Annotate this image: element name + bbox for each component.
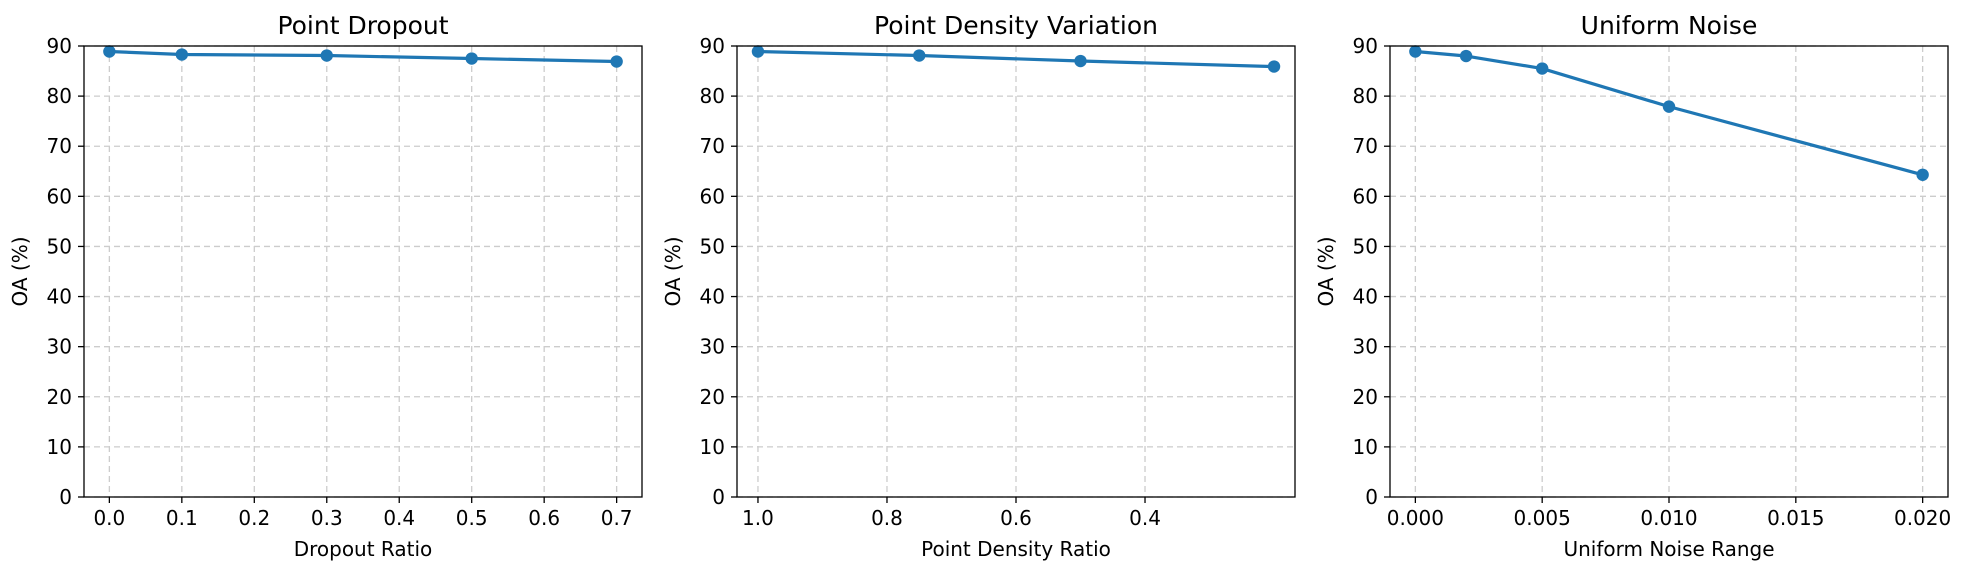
data-point: [1409, 45, 1422, 58]
y-tick-label: 70: [1353, 134, 1378, 158]
x-tick-label: 0.6: [1000, 506, 1032, 530]
y-tick-label: 0: [59, 485, 72, 509]
y-tick-label: 70: [47, 134, 72, 158]
x-tick-label: 0.4: [383, 506, 415, 530]
data-point: [751, 45, 765, 58]
y-tick-label: 40: [700, 285, 725, 309]
y-tick-label: 50: [47, 234, 72, 258]
x-tick-label: 0.2: [238, 506, 270, 530]
x-tick-label: 0.005: [1514, 506, 1571, 530]
data-point: [1267, 60, 1281, 73]
x-axis-label: Dropout Ratio: [294, 537, 433, 561]
y-tick-label: 10: [700, 435, 725, 459]
x-axis-label: Point Density Ratio: [921, 537, 1111, 561]
y-tick-label: 50: [700, 234, 725, 258]
chart-panel-1: 0.0 0.1 0.2 0.3 0.4 0.5 0.6 0.7 0 10 20 30 40 50 60 70 8…: [8, 11, 643, 561]
x-tick-label: 0.015: [1767, 506, 1824, 530]
chart-title: Point Dropout: [277, 11, 448, 40]
data-point: [465, 52, 478, 65]
data-point: [1916, 168, 1929, 181]
y-tick-label: 0: [712, 485, 725, 509]
y-tick-label: 10: [1353, 435, 1378, 459]
data-point: [610, 55, 623, 68]
x-tick-label: 0.020: [1894, 506, 1951, 530]
y-axis-label: OA (%): [1314, 236, 1338, 306]
data-point: [320, 49, 333, 62]
x-tick-label: 0.4: [1129, 506, 1161, 530]
series-line: [756, 49, 1276, 69]
chart-panel-2: 1.0 0.8 0.6 0.4 0 10 20 30 40 50 60 70 80 90 Point Den…: [661, 11, 1296, 561]
chart-title: Point Density Variation: [874, 11, 1158, 40]
x-tick-label: 0.7: [601, 506, 633, 530]
data-point: [1459, 49, 1473, 63]
y-tick-label: 40: [1353, 285, 1378, 309]
y-tick-label: 90: [47, 34, 72, 58]
y-tick-label: 10: [47, 435, 72, 459]
x-tick-label: 0.8: [871, 506, 903, 530]
y-tick-label: 80: [1353, 84, 1378, 108]
y-tick-label: 20: [700, 385, 725, 409]
data-point: [913, 49, 926, 62]
y-tick-label: 20: [47, 385, 72, 409]
data-point: [175, 48, 189, 61]
y-tick-label: 60: [47, 184, 72, 208]
data-point: [1074, 54, 1087, 68]
y-tick-label: 80: [700, 84, 725, 108]
plot-frame: [83, 45, 643, 498]
y-axis-label: OA (%): [661, 236, 685, 306]
data-point: [1535, 62, 1549, 75]
y-tick-label: 90: [700, 34, 725, 58]
y-tick-label: 30: [700, 335, 725, 359]
chart-title: Uniform Noise: [1581, 11, 1758, 40]
y-tick-label: 30: [1353, 335, 1378, 359]
x-tick-label: 0.1: [166, 506, 198, 530]
x-tick-label: 0.5: [456, 506, 488, 530]
x-tick-label: 0.3: [311, 506, 343, 530]
y-tick-label: 20: [1353, 385, 1378, 409]
y-tick-label: 30: [47, 335, 72, 359]
y-tick-label: 70: [700, 134, 725, 158]
y-tick-label: 80: [47, 84, 72, 108]
x-tick-label: 1.0: [742, 506, 774, 530]
y-tick-label: 50: [1353, 234, 1378, 258]
chart-panel-3: 0.000 0.005 0.010 0.015 0.020 0 10 20 30 40 50 60 70…: [1314, 11, 1951, 561]
y-tick-label: 60: [1353, 184, 1378, 208]
data-point: [103, 45, 116, 58]
y-tick-label: 60: [700, 184, 725, 208]
x-tick-label: 0.000: [1387, 506, 1444, 530]
x-axis-label: Uniform Noise Range: [1563, 537, 1774, 561]
data-point: [1662, 100, 1676, 113]
y-tick-label: 40: [47, 285, 72, 309]
y-axis-label: OA (%): [8, 236, 32, 306]
y-tick-label: 0: [1365, 485, 1378, 509]
y-tick-label: 90: [1353, 34, 1378, 58]
x-tick-label: 0.6: [528, 506, 560, 530]
x-tick-label: 0.010: [1640, 506, 1697, 530]
x-tick-label: 0.0: [93, 506, 125, 530]
